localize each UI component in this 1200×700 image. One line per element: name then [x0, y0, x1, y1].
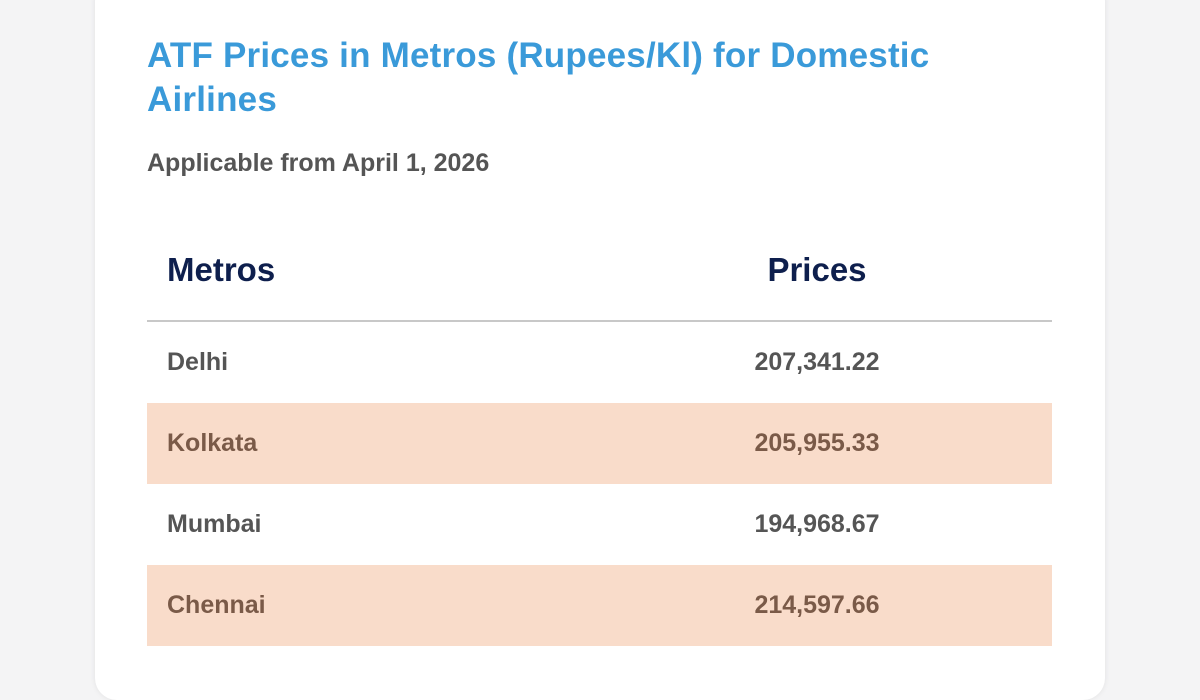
header-metros: Metros: [167, 251, 276, 288]
table-row: Mumbai 194,968.67: [147, 484, 1052, 565]
price-cell: 214,597.66: [754, 591, 880, 619]
header-prices: Prices: [767, 251, 867, 288]
price-cell: 194,968.67: [754, 510, 880, 538]
price-cell: 205,955.33: [754, 429, 880, 457]
price-cell: 207,341.22: [754, 348, 880, 376]
metro-cell: Chennai: [167, 591, 266, 619]
page-title: ATF Prices in Metros (Rupees/Kl) for Dom…: [147, 36, 930, 119]
metro-cell: Delhi: [167, 348, 229, 376]
metro-cell: Mumbai: [167, 510, 262, 538]
table-row: Chennai 214,597.66: [147, 565, 1052, 646]
table-row: Delhi 207,341.22: [147, 322, 1052, 403]
table-row: Kolkata 205,955.33: [147, 403, 1052, 484]
page-subtitle: Applicable from April 1, 2026: [147, 149, 490, 177]
table-header: Metros Prices: [147, 240, 1052, 322]
metro-cell: Kolkata: [167, 429, 258, 457]
prices-table: Metros Prices Delhi 207,341.22 Kolkata 2…: [147, 240, 1052, 646]
